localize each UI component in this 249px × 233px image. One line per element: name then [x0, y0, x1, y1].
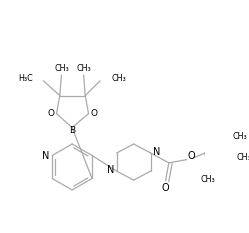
Text: N: N [42, 151, 49, 161]
Text: O: O [187, 151, 195, 161]
Text: CH₃: CH₃ [233, 132, 248, 141]
Text: O: O [162, 182, 169, 192]
Text: O: O [47, 109, 54, 118]
Text: N: N [153, 147, 160, 157]
Text: CH₃: CH₃ [54, 64, 69, 73]
Text: N: N [107, 165, 115, 175]
Text: CH₃: CH₃ [236, 154, 249, 162]
Text: CH₃: CH₃ [76, 64, 91, 73]
Text: CH₃: CH₃ [201, 175, 216, 184]
Text: H₃C: H₃C [18, 74, 33, 83]
Text: CH₃: CH₃ [112, 74, 126, 83]
Text: B: B [69, 126, 75, 135]
Text: O: O [91, 109, 98, 118]
